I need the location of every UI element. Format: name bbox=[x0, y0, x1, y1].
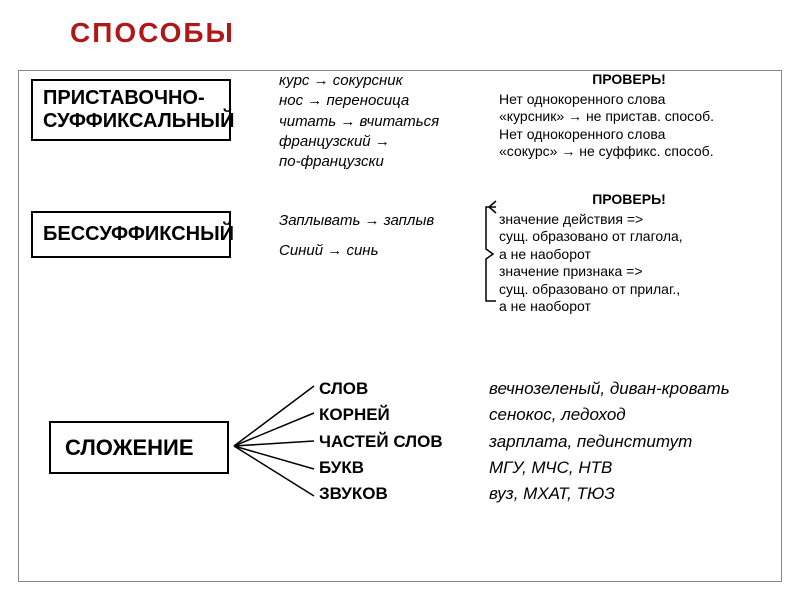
check-line: «курсник» → не пристав. способ. bbox=[499, 108, 759, 126]
compound-example: зарплата, пединститут bbox=[489, 429, 730, 455]
compound-example: вуз, МХАТ, ТЮЗ bbox=[489, 481, 730, 507]
method-box-compound: СЛОЖЕНИЕ bbox=[49, 421, 229, 474]
check-line: сущ. образовано от прилаг., bbox=[499, 281, 759, 299]
compound-example: сенокос, ледоход bbox=[489, 402, 730, 428]
ex-from: по-французски bbox=[279, 153, 384, 170]
compound-examples-list: вечнозеленый, диван-кровать сенокос, лед… bbox=[489, 376, 730, 508]
example-row: по-французски bbox=[279, 152, 479, 172]
ex-to: заплыв bbox=[384, 212, 435, 229]
content-frame: ПРИСТАВОЧНО- СУФФИКСАЛЬНЫЙ курс → сокурс… bbox=[18, 70, 782, 582]
check-line: значение действия => bbox=[499, 211, 759, 229]
check-line: Нет однокоренного слова bbox=[499, 91, 759, 109]
check-title: ПРОВЕРЬ! bbox=[499, 71, 759, 89]
arrow-icon: → bbox=[327, 242, 342, 259]
ex-from: читать bbox=[279, 113, 336, 130]
examples-group-2: Заплывать → заплыв Синий → синь bbox=[279, 206, 479, 266]
ex-to: сокурсник bbox=[333, 72, 403, 89]
compound-type: СЛОВ bbox=[319, 376, 443, 402]
ex-to: синь bbox=[346, 242, 378, 259]
check-line: Нет однокоренного слова bbox=[499, 126, 759, 144]
example-row: французский → bbox=[279, 132, 479, 152]
compound-type: КОРНЕЙ bbox=[319, 402, 443, 428]
ex-from: Синий bbox=[279, 242, 323, 259]
method-box-prefix-suffix: ПРИСТАВОЧНО- СУФФИКСАЛЬНЫЙ bbox=[31, 79, 231, 141]
compound-type: ЗВУКОВ bbox=[319, 481, 443, 507]
arrow-icon: → bbox=[314, 72, 329, 89]
method-box-suffixless: БЕССУФФИКСНЫЙ bbox=[31, 211, 231, 258]
check-block-1: ПРОВЕРЬ! Нет однокоренного слова «курсни… bbox=[499, 71, 759, 161]
example-row: Синий → синь bbox=[279, 236, 479, 266]
check-line: а не наоборот bbox=[499, 246, 759, 264]
ex-from: французский bbox=[279, 133, 371, 150]
ex-from: курс bbox=[279, 72, 309, 89]
compound-types-list: СЛОВ КОРНЕЙ ЧАСТЕЙ СЛОВ БУКВ ЗВУКОВ bbox=[319, 376, 443, 508]
example-row: читать → вчитаться bbox=[279, 112, 479, 132]
examples-group-1: курс → сокурсник нос → переносица читать… bbox=[279, 71, 479, 172]
method2-label: БЕССУФФИКСНЫЙ bbox=[43, 223, 234, 245]
method1-line1: ПРИСТАВОЧНО- bbox=[43, 87, 205, 109]
check-line: значение признака => bbox=[499, 263, 759, 281]
fan-lines-icon bbox=[229, 371, 329, 521]
compound-type: БУКВ bbox=[319, 455, 443, 481]
check-line: сущ. образовано от глагола, bbox=[499, 228, 759, 246]
compound-example: МГУ, МЧС, НТВ bbox=[489, 455, 730, 481]
check-line: «сокурс» → не суффикс. способ. bbox=[499, 143, 759, 161]
check-title: ПРОВЕРЬ! bbox=[499, 191, 759, 209]
arrow-icon: → bbox=[365, 212, 380, 229]
compound-type: ЧАСТЕЙ СЛОВ bbox=[319, 429, 443, 455]
ex-to: переносица bbox=[326, 92, 409, 109]
arrow-icon: → bbox=[307, 92, 322, 109]
example-row: нос → переносица bbox=[279, 91, 479, 111]
check-line: а не наоборот bbox=[499, 298, 759, 316]
check-block-2: ПРОВЕРЬ! значение действия => сущ. образ… bbox=[499, 191, 759, 316]
page-title: СПОСОБЫ bbox=[0, 0, 800, 49]
arrow-icon: → bbox=[340, 113, 355, 130]
ex-to: вчитаться bbox=[360, 113, 440, 130]
compound-example: вечнозеленый, диван-кровать bbox=[489, 376, 730, 402]
arrow-icon: → bbox=[375, 133, 390, 150]
bracket-icon bbox=[481, 199, 501, 309]
method3-label: СЛОЖЕНИЕ bbox=[65, 435, 194, 460]
example-row: курс → сокурсник bbox=[279, 71, 479, 91]
example-row: Заплывать → заплыв bbox=[279, 206, 479, 236]
ex-from: нос bbox=[279, 92, 303, 109]
ex-from: Заплывать bbox=[279, 212, 360, 229]
method1-line2: СУФФИКСАЛЬНЫЙ bbox=[43, 110, 235, 132]
